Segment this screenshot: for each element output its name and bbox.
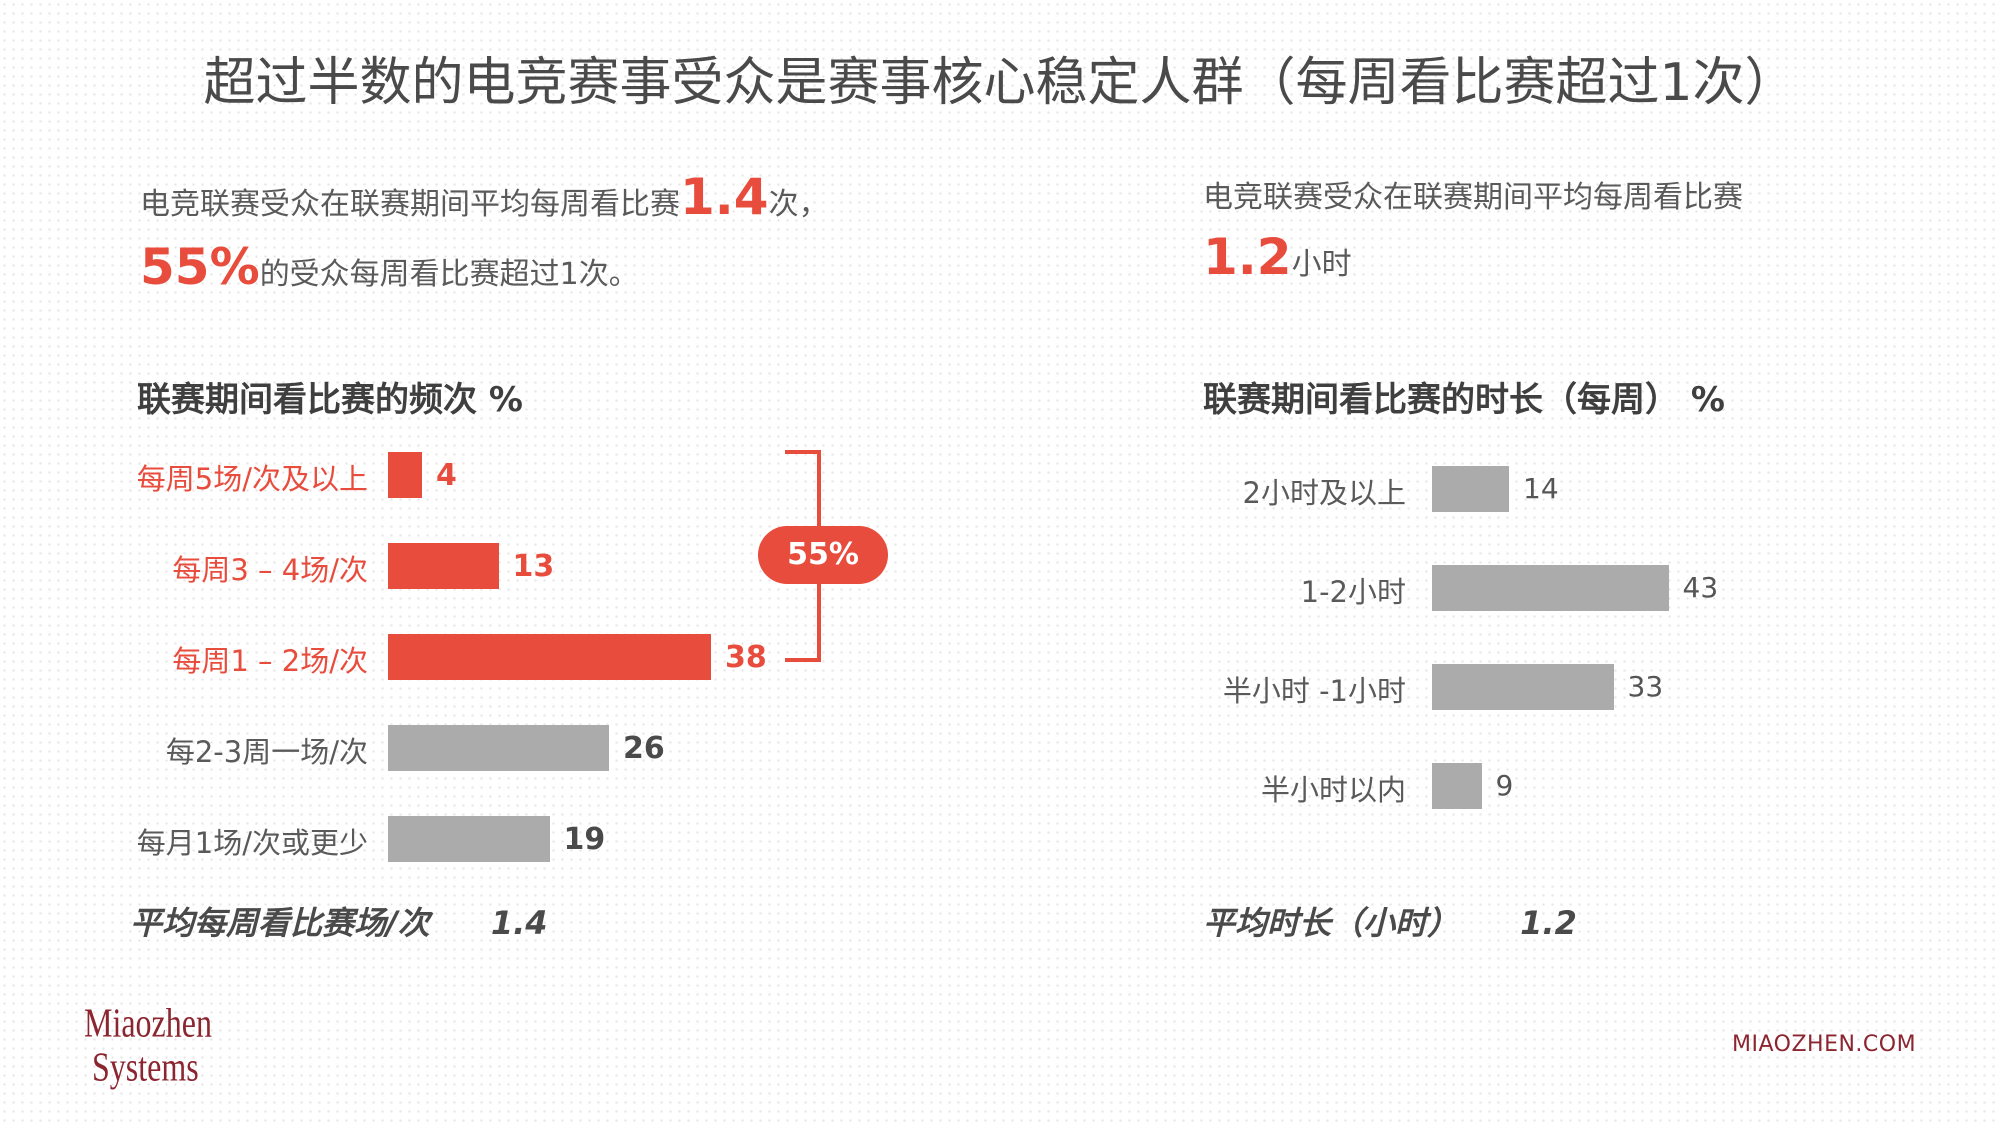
value-label: 14	[1523, 472, 1559, 505]
right-summary-unit: 小时	[1291, 247, 1352, 282]
right-summary-line2: 1.2小时	[1203, 228, 1352, 286]
miaozhen-logo: Miaozhen Systems	[84, 1000, 212, 1088]
avg-frequency-highlight: 1.4	[680, 168, 769, 226]
logo-line1: Miaozhen	[84, 998, 212, 1046]
bar	[388, 816, 550, 862]
avg-duration-highlight: 1.2	[1203, 228, 1292, 286]
value-label: 19	[563, 822, 606, 857]
left-summary-line2-suffix: 的受众每周看比赛超过1次。	[259, 257, 639, 292]
category-label: 每月1场/次或更少	[136, 826, 368, 860]
category-label: 1-2小时	[1300, 575, 1406, 609]
page-title: 超过半数的电竞赛事受众是赛事核心稳定人群（每周看比赛超过1次）	[203, 53, 1797, 113]
duration-chart-title: 联赛期间看比赛的时长（每周） %	[1203, 380, 1725, 420]
category-label: 2小时及以上	[1242, 476, 1406, 510]
footer-url[interactable]: MIAOZHEN.COM	[1732, 1032, 1917, 1057]
value-label: 4	[436, 458, 457, 493]
frequency-average-value: 1.4	[490, 904, 548, 942]
category-label: 半小时以内	[1260, 773, 1406, 807]
bar	[1432, 664, 1614, 710]
left-summary-line2: 55%的受众每周看比赛超过1次。	[140, 238, 639, 296]
right-summary-line1: 电竞联赛受众在联赛期间平均每周看比赛	[1203, 180, 1743, 215]
bar	[388, 543, 499, 589]
frequency-average: 平均每周看比赛场/次 1.4	[130, 898, 548, 944]
duration-chart: 2小时及以上 14 1-2小时 43 半小时 -1小时 33 半小时以内 9	[1000, 0, 2000, 1125]
frequency-average-label: 平均每周看比赛场/次	[130, 904, 430, 942]
category-label: 每周5场/次及以上	[136, 462, 368, 496]
bar	[388, 725, 609, 771]
duration-average-value: 1.2	[1520, 904, 1577, 942]
share-highlight: 55%	[140, 238, 260, 296]
frequency-chart: 每周5场/次及以上 4 每周3 – 4场/次 13 每周1 – 2场/次 38 每2-3周一…	[136, 452, 767, 862]
logo-line2: Systems	[92, 1042, 199, 1090]
category-label: 每周3 – 4场/次	[172, 553, 368, 587]
duration-average-label: 平均时长（小时）	[1203, 904, 1460, 942]
frequency-chart-title: 联赛期间看比赛的频次 %	[137, 380, 523, 420]
left-summary-suffix: 次，	[768, 187, 829, 222]
category-label: 半小时 -1小时	[1222, 674, 1406, 708]
highlight-pill: 55%	[758, 526, 888, 584]
value-label: 13	[512, 549, 555, 584]
left-summary-prefix: 电竞联赛受众在联赛期间平均每周看比赛	[140, 187, 680, 222]
value-label: 33	[1627, 670, 1664, 703]
value-label: 43	[1682, 571, 1719, 604]
value-label: 26	[623, 731, 665, 766]
bar	[1432, 466, 1509, 512]
value-label: 38	[725, 640, 767, 675]
bar	[1432, 565, 1669, 611]
bar	[388, 634, 711, 680]
category-label: 每2-3周一场/次	[165, 735, 368, 769]
category-label: 每周1 – 2场/次	[172, 644, 368, 678]
bar	[388, 452, 422, 498]
value-label: 9	[1495, 769, 1514, 802]
left-summary-line1: 电竞联赛受众在联赛期间平均每周看比赛1.4次，	[140, 168, 829, 226]
bar	[1432, 763, 1482, 809]
duration-average: 平均时长（小时） 1.2	[1203, 898, 1577, 944]
